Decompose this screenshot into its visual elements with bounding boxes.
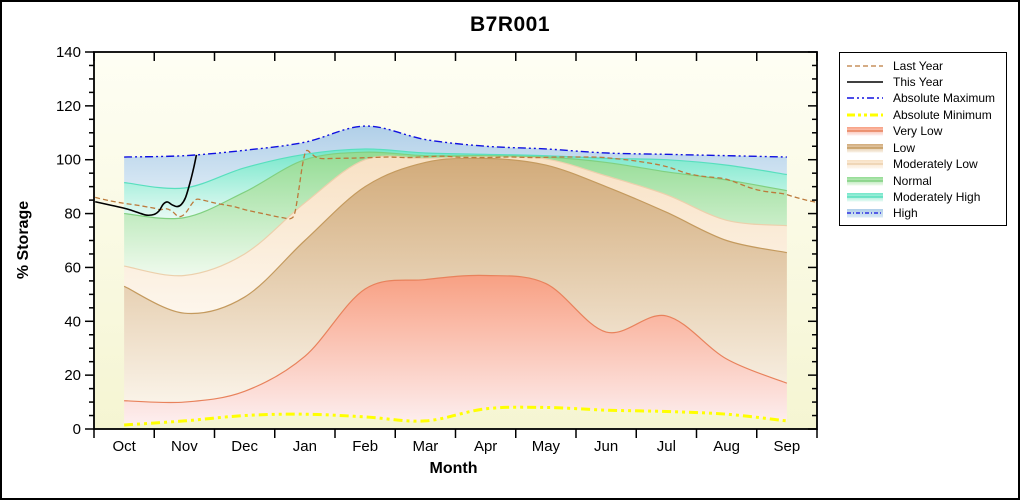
axis-ticks [85, 51, 818, 438]
band-normal [124, 152, 787, 276]
x-tick-label-feb: Feb [352, 438, 378, 455]
legend-item-absolute-minimum: Absolute Minimum [846, 107, 1002, 122]
legend-swatch [847, 176, 883, 186]
last-year-line [95, 149, 816, 220]
x-axis-title: Month [429, 460, 478, 477]
legend-label: Absolute Maximum [893, 91, 996, 106]
y-tick-label: 0 [73, 421, 81, 438]
legend: Last Year This Year Absolute Maximum Absolu… [839, 52, 1007, 226]
x-tick-label-aug: Aug [713, 438, 740, 455]
y-tick-label: 80 [64, 206, 81, 223]
legend-label: Absolute Minimum [893, 107, 992, 122]
x-tick-label-sep: Sep [774, 438, 801, 455]
band-very-low [124, 275, 787, 425]
y-axis-title: % Storage [15, 200, 32, 280]
x-tick-label-jun: Jun [594, 438, 618, 455]
y-tick-label: 100 [56, 152, 81, 169]
legend-item-moderately-high: Moderately High [846, 190, 1002, 205]
x-tick-label-mar: Mar [412, 438, 438, 455]
absolute-minimum-line [124, 405, 788, 427]
legend-label: Moderately Low [893, 157, 978, 172]
legend-item-very-low: Very Low [846, 124, 1002, 139]
y-tick-label: 120 [56, 98, 81, 115]
legend-swatch [847, 113, 883, 117]
legend-label: Low [893, 140, 916, 155]
legend-item-high: High [846, 206, 1002, 221]
legend-swatch [847, 209, 883, 218]
legend-swatch [847, 81, 883, 83]
x-tick-label-oct: Oct [112, 438, 136, 455]
legend-item-normal: Normal [846, 173, 1002, 188]
boundary-moderately-high-top [124, 148, 787, 190]
legend-swatch [847, 160, 883, 169]
legend-label: Moderately High [893, 190, 981, 204]
band-moderately-low [124, 156, 787, 314]
legend-label: Last Year [893, 58, 944, 73]
legend-label: Normal [893, 173, 932, 188]
absolute-maximum-line [124, 125, 787, 158]
legend-swatch [847, 64, 883, 67]
legend-label: High [893, 206, 918, 221]
legend-item-low: Low [846, 140, 1002, 155]
legend-item-absolute-maximum: Absolute Maximum [846, 91, 1002, 106]
x-tick-label-apr: Apr [474, 438, 497, 455]
boundary-low-top [123, 157, 787, 315]
x-tick-label-nov: Nov [171, 438, 198, 455]
x-tick-label-jan: Jan [293, 438, 317, 455]
legend-swatch [847, 143, 883, 153]
legend-swatch [847, 97, 883, 100]
y-tick-label: 40 [64, 313, 81, 330]
boundary-moderately-low-top [124, 155, 787, 277]
legend-swatch [847, 193, 883, 202]
legend-item-moderately-low: Moderately Low [846, 157, 1002, 172]
legend-item-this-year: This Year [846, 74, 1002, 89]
y-tick-label: 140 [56, 44, 81, 61]
boundary-very-low-top [124, 274, 788, 404]
y-tick-label: 20 [64, 367, 81, 384]
chart-title: B7R001 [469, 13, 551, 36]
band-moderately-high [124, 148, 787, 219]
legend-label: Very Low [893, 124, 943, 139]
x-tick-label-dec: Dec [231, 438, 258, 455]
this-year-line [95, 154, 198, 217]
legend-swatch [847, 127, 883, 136]
y-tick-label: 60 [64, 259, 81, 276]
x-tick-label-jul: Jul [657, 438, 676, 455]
x-tick-label-may: May [532, 438, 561, 455]
legend-item-last-year: Last Year [846, 58, 1002, 73]
legend-label: This Year [893, 74, 944, 89]
band-low [124, 158, 787, 403]
